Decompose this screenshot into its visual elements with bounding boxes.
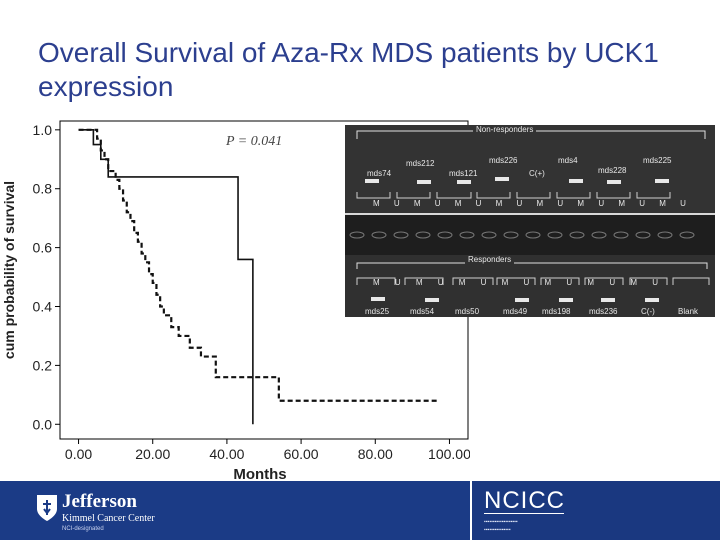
sample-label: mds50: [455, 307, 480, 316]
sample-label: mds225: [643, 156, 672, 165]
ncicc-tagline: ▪▪▪▪▪▪▪▪▪▪▪▪▪▪▪: [484, 527, 511, 533]
y-tick-label: 0.4: [33, 299, 53, 315]
y-tick-label: 0.0: [33, 416, 53, 432]
sample-label: mds212: [406, 159, 435, 168]
sample-label: mds54: [410, 307, 435, 316]
sample-label: mds236: [589, 307, 618, 316]
y-tick-label: 0.6: [33, 240, 53, 256]
gel-well-strip: [345, 213, 715, 255]
sample-label: Blank: [678, 307, 699, 316]
y-tick-label: 0.8: [33, 181, 53, 197]
x-tick-label: 80.00: [358, 446, 393, 462]
series-line-dashed: [78, 128, 439, 402]
x-tick-label: 20.00: [135, 446, 170, 462]
sample-label: mds4: [558, 156, 578, 165]
lane-markers: M U M U M U M U M U M U M U M U: [373, 199, 686, 208]
jefferson-name: Jefferson: [62, 491, 137, 512]
ncicc-divider: [484, 513, 564, 514]
sample-label: mds25: [365, 307, 390, 316]
y-tick-label: 0.2: [33, 357, 53, 373]
sample-label: mds74: [367, 169, 392, 178]
x-tick-label: 60.00: [284, 446, 319, 462]
ncicc-logo-text: NCICC: [484, 487, 565, 514]
x-tick-label: 0.00: [65, 446, 92, 462]
sample-label: C(+): [529, 169, 545, 178]
y-axis-label: cum probability of survival: [1, 181, 17, 359]
ncicc-logo: NCICC ▪▪▪▪▪▪▪▪▪▪▪▪▪▪▪▪▪▪▪ ▪▪▪▪▪▪▪▪▪▪▪▪▪▪…: [470, 481, 720, 540]
jefferson-shield-icon: [37, 495, 57, 521]
sample-label: mds228: [598, 166, 627, 175]
sample-label: mds198: [542, 307, 571, 316]
ncicc-tagline: ▪▪▪▪▪▪▪▪▪▪▪▪▪▪▪▪▪▪▪: [484, 519, 518, 525]
slide-title: Overall Survival of Aza-Rx MDS patients …: [38, 37, 659, 102]
lane-markers: M U M U M U M U M U M U M U: [373, 278, 658, 287]
x-tick-label: 40.00: [209, 446, 244, 462]
gel-top-panel: Non-responders mds74 mds212 mds121 mds22…: [345, 125, 715, 213]
gel-image: Non-responders mds74 mds212 mds121 mds22…: [345, 125, 715, 317]
gel-bottom-panel: Responders M U M U M U M U M U M U M U m…: [345, 255, 715, 317]
sample-label: mds226: [489, 156, 518, 165]
jefferson-logo: Jefferson Kimmel Cancer Center NCI-desig…: [0, 481, 470, 540]
jefferson-center: Kimmel Cancer Center: [62, 513, 155, 524]
non-responders-label: Non-responders: [473, 125, 537, 134]
responders-bracket: [356, 262, 710, 302]
footer-bar: Jefferson Kimmel Cancer Center NCI-desig…: [0, 481, 720, 540]
x-axis-label: Months: [233, 466, 286, 483]
sample-label: mds49: [503, 307, 528, 316]
p-value-annotation: P = 0.041: [225, 134, 282, 149]
x-tick-label: 100.00: [428, 446, 470, 462]
y-tick-label: 1.0: [33, 122, 53, 138]
sample-label: C(-): [641, 307, 655, 316]
sample-label: mds121: [449, 169, 478, 178]
responders-label: Responders: [465, 255, 515, 264]
jefferson-designation: NCI-designated: [62, 526, 104, 532]
